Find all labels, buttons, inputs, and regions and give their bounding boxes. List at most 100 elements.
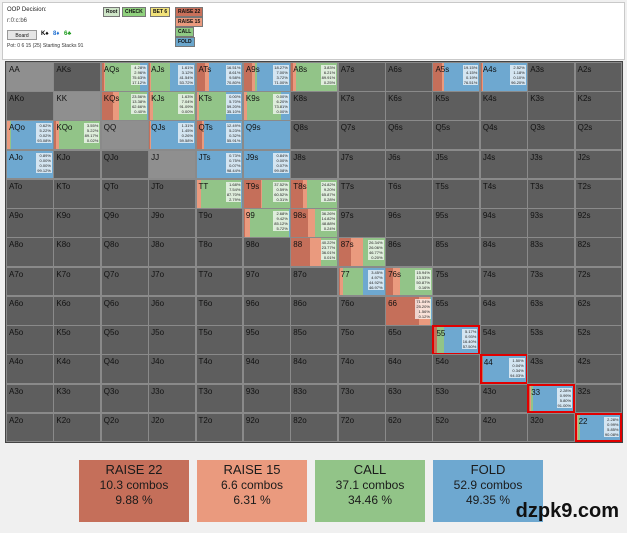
hand-cell-ato[interactable]: ATo (6, 178, 54, 209)
fold-action-button[interactable]: FOLD (175, 37, 195, 47)
hand-cell-k5o[interactable]: K5o (53, 325, 102, 355)
hand-cell-83o[interactable]: 83o (290, 383, 339, 414)
hand-cell-85o[interactable]: 85o (290, 325, 339, 355)
hand-cell-44[interactable]: 1.50% 0.04% 0.34% 94.03% 44 (479, 354, 528, 385)
hand-cell-qq[interactable]: QQ (100, 120, 149, 151)
hand-cell-k3o[interactable]: K3o (53, 383, 102, 414)
hand-cell-62o[interactable]: 62o (385, 412, 433, 443)
hand-cell-64s[interactable]: 64s (479, 295, 528, 326)
hand-cell-j4s[interactable]: J4s (479, 149, 528, 180)
hand-cell-99[interactable]: 2.68% 9.42% 85.12% 5.72% 99 (242, 208, 291, 238)
hand-cell-jts[interactable]: 0.73% 0.75% 0.07% 98.44% JTs (195, 149, 244, 180)
hand-cell-t3o[interactable]: T3o (195, 383, 244, 414)
hand-cell-a3o[interactable]: A3o (6, 383, 54, 414)
hand-cell-98o[interactable]: 98o (242, 237, 291, 268)
hand-cell-k6o[interactable]: K6o (53, 295, 102, 326)
hand-cell-95s[interactable]: 95s (432, 208, 481, 238)
hand-cell-q9s[interactable]: Q9s (242, 120, 291, 151)
hand-cell-j2o[interactable]: J2o (148, 412, 197, 443)
hand-cell-qjo[interactable]: QJo (100, 149, 149, 180)
check-action-button[interactable]: CHECK (122, 7, 146, 17)
hand-cell-75o[interactable]: 75o (337, 325, 386, 355)
hand-cell-q7o[interactable]: Q7o (100, 266, 149, 297)
hand-cell-q2o[interactable]: Q2o (100, 412, 149, 443)
hand-cell-t8o[interactable]: T8o (195, 237, 244, 268)
hand-cell-33[interactable]: 2.28% 0.99% 5.80% 91.00% 33 (527, 383, 576, 414)
hand-cell-j8o[interactable]: J8o (148, 237, 197, 268)
hand-cell-q5o[interactable]: Q5o (100, 325, 149, 355)
hand-cell-t9s[interactable]: 37.52% 0.59% 60.52% 0.31% T9s (242, 178, 291, 209)
hand-cell-q8o[interactable]: Q8o (100, 237, 149, 268)
raise22-action-button[interactable]: RAISE 22 (175, 7, 204, 17)
hand-cell-k7o[interactable]: K7o (53, 266, 102, 297)
hand-cell-96o[interactable]: 96o (242, 295, 291, 326)
hand-cell-82s[interactable]: 82s (574, 237, 623, 268)
hand-cell-63o[interactable]: 63o (385, 383, 433, 414)
hand-cell-q4o[interactable]: Q4o (100, 354, 149, 385)
hand-cell-86s[interactable]: 86s (385, 237, 433, 268)
hand-cell-j9s[interactable]: 0.84% 0.00% 0.07% 99.08% J9s (242, 149, 291, 180)
root-action-button[interactable]: Root (103, 7, 121, 17)
hand-cell-53o[interactable]: 53o (432, 383, 481, 414)
hand-cell-t5o[interactable]: T5o (195, 325, 244, 355)
hand-cell-qto[interactable]: QTo (100, 178, 149, 209)
hand-cell-88[interactable]: 40.22% 23.77% 36.01% 0.01% 88 (290, 237, 339, 268)
hand-cell-a4o[interactable]: A4o (6, 354, 54, 385)
hand-cell-a7s[interactable]: A7s (337, 62, 386, 92)
hand-cell-42s[interactable]: 42s (574, 354, 623, 385)
hand-cell-75s[interactable]: 75s (432, 266, 481, 297)
hand-cell-jto[interactable]: JTo (148, 178, 197, 209)
hand-cell-kk[interactable]: KK (53, 91, 102, 121)
hand-cell-66[interactable]: 71.04% 25.20% 1.56% 0.12% 66 (385, 295, 433, 326)
hand-cell-77[interactable]: 3.45% 4.97% 44.92% 46.97% 77 (337, 266, 386, 297)
hand-cell-k8o[interactable]: K8o (53, 237, 102, 268)
hand-cell-kqo[interactable]: 3.55% 5.22% 89.17% 0.02% KQo (53, 120, 102, 151)
call-action-button[interactable]: CALL (175, 27, 195, 37)
hand-cell-qts[interactable]: 12.49% 5.23% 0.32% 55.91% QTs (195, 120, 244, 151)
hand-cell-k6s[interactable]: K6s (385, 91, 433, 121)
hand-cell-tt[interactable]: 1.68% 7.54% 87.70% 2.79% TT (195, 178, 244, 209)
hand-cell-a8s[interactable]: 3.83% 6.21% 89.91% 0.25% A8s (290, 62, 339, 92)
hand-cell-aqs[interactable]: 4.28% 2.96% 75.63% 17.12% AQs (100, 62, 149, 92)
hand-cell-82o[interactable]: 82o (290, 412, 339, 443)
hand-cell-92o[interactable]: 92o (242, 412, 291, 443)
hand-cell-22[interactable]: 2.28% 0.99% 5.85% 90.08% 22 (574, 412, 623, 443)
hand-cell-92s[interactable]: 92s (574, 208, 623, 238)
bet6-action-button[interactable]: BET 6 (150, 7, 171, 17)
hand-cell-k2s[interactable]: K2s (574, 91, 623, 121)
hand-cell-96s[interactable]: 96s (385, 208, 433, 238)
hand-cell-76s[interactable]: 15.94% 13.53% 50.87% 0.16% 76s (385, 266, 433, 297)
hand-cell-a9s[interactable]: 18.27% 7.00% 3.72% 71.00% A9s (242, 62, 291, 92)
hand-cell-t8s[interactable]: 24.82% 9.20% 65.87% 0.28% T8s (290, 178, 339, 209)
hand-cell-k2o[interactable]: K2o (53, 412, 102, 443)
hand-cell-ajs[interactable]: 1.61% 3.12% 41.54% 53.72% AJs (148, 62, 197, 92)
hand-cell-54o[interactable]: 54o (432, 354, 481, 385)
hand-cell-aks[interactable]: AKs (53, 62, 102, 92)
hand-cell-43s[interactable]: 43s (527, 354, 576, 385)
hand-cell-a6o[interactable]: A6o (6, 295, 54, 326)
hand-cell-85s[interactable]: 85s (432, 237, 481, 268)
hand-cell-83s[interactable]: 83s (527, 237, 576, 268)
hand-cell-93s[interactable]: 93s (527, 208, 576, 238)
hand-cell-95o[interactable]: 95o (242, 325, 291, 355)
hand-cell-k7s[interactable]: K7s (337, 91, 386, 121)
hand-cell-t7s[interactable]: T7s (337, 178, 386, 209)
hand-cell-q8s[interactable]: Q8s (290, 120, 339, 151)
hand-cell-54s[interactable]: 54s (479, 325, 528, 355)
hand-cell-q6s[interactable]: Q6s (385, 120, 433, 151)
hand-cell-a9o[interactable]: A9o (6, 208, 54, 238)
hand-cell-97s[interactable]: 97s (337, 208, 386, 238)
hand-cell-73s[interactable]: 73s (527, 266, 576, 297)
hand-cell-j2s[interactable]: J2s (574, 149, 623, 180)
hand-cell-t9o[interactable]: T9o (195, 208, 244, 238)
hand-cell-52s[interactable]: 52s (574, 325, 623, 355)
hand-cell-a6s[interactable]: A6s (385, 62, 433, 92)
hand-cell-ats[interactable]: 16.51% 8.61% 9.58% 70.80% ATs (195, 62, 244, 92)
hand-cell-55[interactable]: 5.17% 0.93% 16.40% 57.50% 55 (432, 325, 481, 355)
hand-cell-q7s[interactable]: Q7s (337, 120, 386, 151)
raise15-action-button[interactable]: RAISE 15 (175, 17, 204, 27)
hand-cell-t4s[interactable]: T4s (479, 178, 528, 209)
hand-cell-98s[interactable]: 36.26% 14.82% 48.88% 0.24% 98s (290, 208, 339, 238)
hand-cell-76o[interactable]: 76o (337, 295, 386, 326)
hand-cell-j5o[interactable]: J5o (148, 325, 197, 355)
